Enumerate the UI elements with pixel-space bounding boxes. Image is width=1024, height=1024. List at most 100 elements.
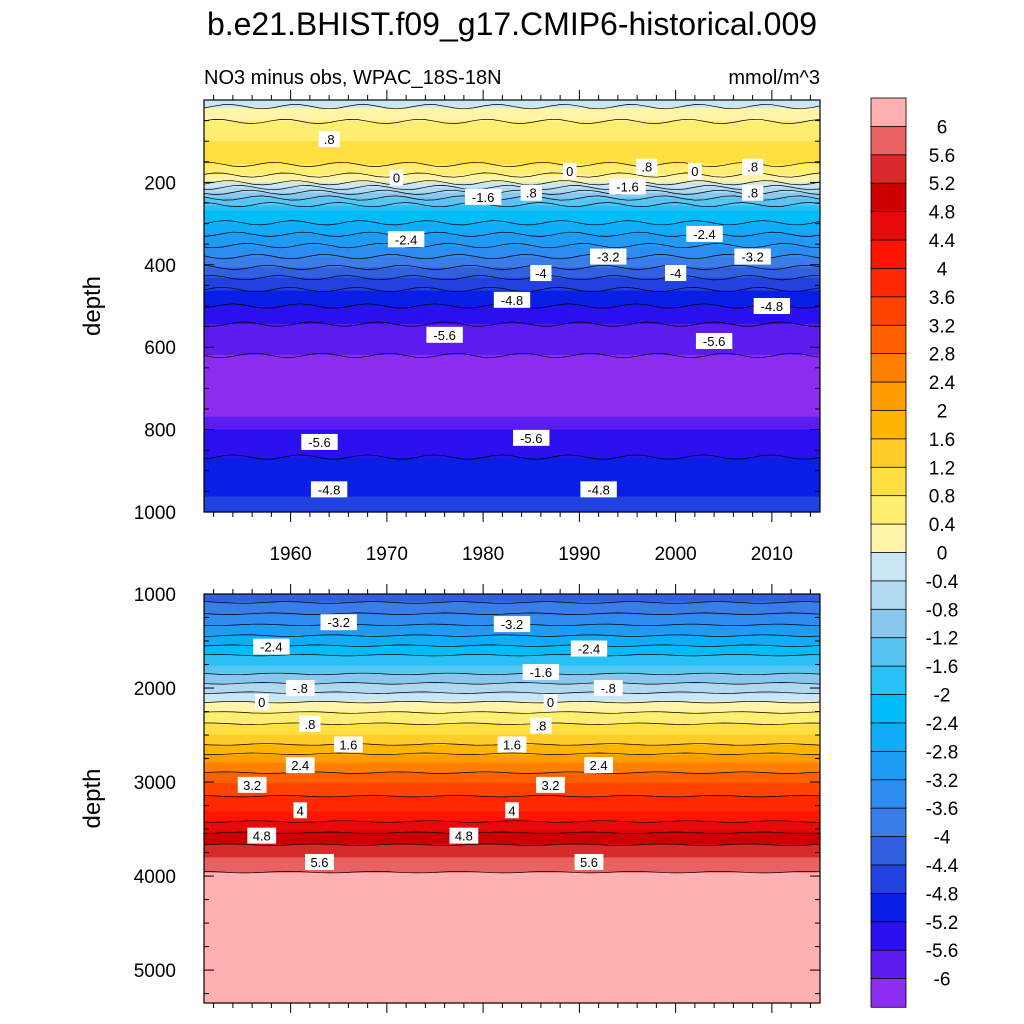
heatmap-row xyxy=(204,596,820,600)
heatmap-row xyxy=(204,463,820,467)
heatmap-row xyxy=(204,703,820,708)
contour-line xyxy=(203,601,821,604)
contour-label: .8 xyxy=(641,160,652,175)
heatmap-row xyxy=(204,992,820,996)
heatmap-row xyxy=(204,159,820,163)
heatmap-row xyxy=(204,977,820,981)
upper-panel-plot: .80-1.6.80-1.6.8 0.8.8-2.4 -2.4-3.2 -3.2-4-… xyxy=(79,90,821,565)
heatmap-row xyxy=(204,344,820,348)
contour-line xyxy=(203,161,821,167)
heatmap-row xyxy=(204,974,820,979)
heatmap-row xyxy=(204,360,820,364)
contour-label-bg xyxy=(318,131,340,148)
heatmap-row xyxy=(204,729,820,733)
heatmap-row xyxy=(204,143,820,147)
contour-label-bg xyxy=(389,169,404,186)
colorbar-label: 6 xyxy=(937,117,948,138)
heatmap-row xyxy=(204,969,820,973)
contour-label-bg xyxy=(734,248,771,265)
contour-label: -4.8 xyxy=(318,482,340,497)
heatmap-row xyxy=(204,716,820,720)
heatmap-row xyxy=(204,102,820,106)
contour-label: 0 xyxy=(547,695,554,710)
contour-label-bg xyxy=(543,694,558,711)
contour-label-bg xyxy=(636,158,658,175)
heatmap-row xyxy=(204,226,820,230)
contour-label: -2.4 xyxy=(395,232,417,247)
heatmap-row xyxy=(204,775,820,779)
contour-line xyxy=(203,831,821,834)
heatmap-row xyxy=(204,493,820,498)
heatmap-row xyxy=(204,228,820,232)
heatmap-row xyxy=(204,650,820,654)
y-axis-ticks xyxy=(204,99,820,513)
contour-line xyxy=(203,286,821,293)
colorbar-label: 1.2 xyxy=(929,458,955,479)
heatmap-row xyxy=(204,107,820,111)
heatmap-row xyxy=(204,141,820,145)
heatmap-row xyxy=(204,429,820,433)
heatmap-row xyxy=(204,205,820,209)
contour-line xyxy=(203,700,821,704)
heatmap-row xyxy=(204,406,820,410)
heatmap-row xyxy=(204,821,820,825)
colorbar-swatch xyxy=(870,353,907,383)
heatmap-row xyxy=(204,447,820,451)
heatmap-row xyxy=(204,944,820,948)
colorbar-swatch xyxy=(870,864,907,895)
contour-label: .8 xyxy=(535,719,546,734)
heatmap-row xyxy=(204,765,820,769)
contour-lines xyxy=(203,104,821,460)
heatmap-row xyxy=(204,411,820,415)
contour-label-bg xyxy=(301,433,338,450)
heatmap-row xyxy=(204,151,820,155)
heatmap-row xyxy=(204,125,820,129)
heatmap-row xyxy=(204,285,820,289)
heatmap-row xyxy=(204,262,820,266)
colorbar-swatch xyxy=(870,523,907,554)
heatmap-row xyxy=(204,468,820,472)
heatmap-row xyxy=(204,452,820,456)
x-axis-ticks xyxy=(213,584,811,1013)
heatmap-row xyxy=(204,847,820,851)
heatmap-row xyxy=(204,100,820,104)
y-tick-label: 2000 xyxy=(134,679,176,700)
contour-line xyxy=(203,711,821,714)
heatmap-row xyxy=(204,123,820,127)
heatmap-row xyxy=(204,259,820,263)
colorbar-label: -0.4 xyxy=(926,572,959,593)
heatmap-row xyxy=(204,788,820,792)
heatmap-row xyxy=(204,244,820,248)
colorbar-swatch xyxy=(870,608,907,639)
contour-label: 4 xyxy=(297,803,304,818)
heatmap-field xyxy=(204,594,820,1004)
y-tick-label: 800 xyxy=(144,421,176,442)
contour-label: -5.6 xyxy=(520,431,542,446)
heatmap-row xyxy=(204,427,820,431)
heatmap-row xyxy=(204,693,820,697)
contour-label-bg xyxy=(584,757,614,774)
heatmap-row xyxy=(204,414,820,418)
heatmap-row xyxy=(204,604,820,608)
heatmap-row xyxy=(204,928,820,933)
colorbar-label: -2.8 xyxy=(926,742,959,763)
colorbar-swatch xyxy=(870,836,907,866)
contour-label-bg xyxy=(688,162,702,179)
contour-line xyxy=(203,195,821,201)
heatmap-row xyxy=(204,668,820,672)
heatmap-row xyxy=(204,375,820,379)
colorbar-swatch xyxy=(870,892,907,923)
contour-label: -3.2 xyxy=(501,617,523,632)
heatmap-row xyxy=(204,895,820,899)
heatmap-row xyxy=(204,352,820,356)
colorbar-label: -1.2 xyxy=(926,629,959,650)
colorbar-label: 2.4 xyxy=(929,373,956,394)
colorbar-label: 5.6 xyxy=(929,146,955,167)
contour-label-bg xyxy=(299,715,321,732)
colorbar-swatch xyxy=(870,438,907,468)
contour-label: -1.6 xyxy=(472,190,494,205)
heatmap-row xyxy=(204,762,820,766)
heatmap-row xyxy=(204,854,820,858)
heatmap-row xyxy=(204,434,820,438)
